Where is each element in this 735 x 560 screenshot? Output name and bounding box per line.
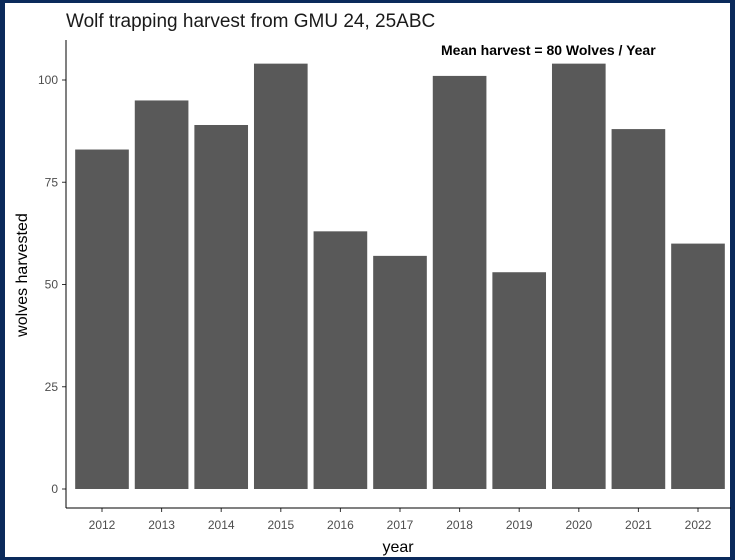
bars-group xyxy=(75,63,725,490)
bar-2015 xyxy=(253,63,308,489)
bar-2017 xyxy=(373,255,427,489)
x-tick-label-2012: 2012 xyxy=(89,518,116,532)
x-tick-label-2013: 2013 xyxy=(148,518,175,532)
y-tick-label-0: 0 xyxy=(51,482,58,496)
y-axis-title: wolves harvested xyxy=(14,213,31,338)
bar-2012 xyxy=(75,149,129,489)
x-tick-label-2021: 2021 xyxy=(625,518,652,532)
y-tick-label-100: 100 xyxy=(38,73,58,87)
x-tick-label-2016: 2016 xyxy=(327,518,354,532)
y-tick-label-75: 75 xyxy=(45,175,59,189)
bar-2013 xyxy=(134,100,189,489)
bar-2019 xyxy=(492,272,547,489)
bar-2018 xyxy=(432,75,487,489)
bar-2021 xyxy=(611,129,666,489)
x-tick-label-2017: 2017 xyxy=(387,518,414,532)
y-tick-label-50: 50 xyxy=(45,278,59,292)
x-tick-label-2020: 2020 xyxy=(565,518,592,532)
bar-2020 xyxy=(551,63,606,489)
chart-title: Wolf trapping harvest from GMU 24, 25ABC xyxy=(66,11,435,32)
x-tick-label-2022: 2022 xyxy=(685,518,712,532)
x-tick-label-2015: 2015 xyxy=(267,518,294,532)
x-tick-label-2019: 2019 xyxy=(506,518,533,532)
x-axis-title: year xyxy=(382,539,414,556)
bar-2022 xyxy=(671,243,725,489)
bar-2016 xyxy=(313,231,368,489)
bar-2014 xyxy=(194,124,249,490)
x-tick-label-2018: 2018 xyxy=(446,518,473,532)
mean-annotation: Mean harvest = 80 Wolves / Year xyxy=(441,42,656,58)
y-tick-label-25: 25 xyxy=(45,380,59,394)
x-tick-label-2014: 2014 xyxy=(208,518,235,532)
y-axis-ticks: 0 25 50 75 100 xyxy=(38,73,66,496)
x-axis-ticks: 2012 2013 2014 2015 2016 2017 2018 2019 2020 2021… xyxy=(89,508,712,532)
